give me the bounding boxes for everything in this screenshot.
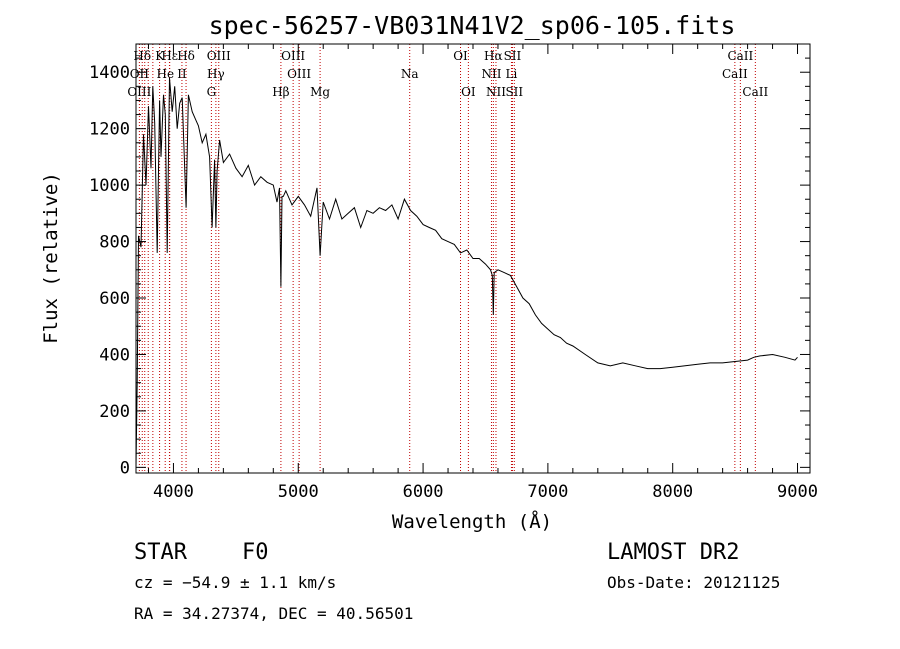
spectral-line-label: Hγ (207, 67, 225, 81)
x-tick-label: 8000 (652, 482, 693, 502)
spectral-line-label: OIII (287, 67, 311, 81)
x-tick-label: 6000 (403, 482, 444, 502)
spectral-line-label: Hβ (272, 85, 289, 99)
spectral-line-label: SII (504, 49, 522, 63)
y-tick-label: 600 (99, 289, 130, 309)
spectral-line-markers (138, 44, 756, 473)
x-tick-label: 5000 (278, 482, 319, 502)
spectral-line-label: NII (486, 85, 506, 99)
y-tick-label: 0 (120, 458, 130, 478)
spectral-line-label: He (157, 67, 175, 81)
spectral-line-label: Hε (161, 49, 178, 63)
spectral-line-label: Hδ (133, 49, 151, 63)
survey-name: LAMOST DR2 (607, 540, 739, 565)
spectral-line-label: NII (481, 67, 501, 81)
spectral-line-label: Hδ (177, 49, 195, 63)
spectral-line-label: OI (461, 85, 476, 99)
x-axis-title: Wavelength (Å) (392, 510, 552, 533)
spectral-line-label: SII (505, 85, 523, 99)
spectral-line-label: OIII (127, 85, 151, 99)
x-axis: 4000 5000 6000 7000 8000 9000 (147, 44, 818, 502)
x-tick-label: 9000 (777, 482, 818, 502)
spectral-line-label: Mg (310, 85, 330, 99)
y-tick-label: 1000 (89, 176, 130, 196)
spectral-line-label: OI (453, 49, 468, 63)
y-tick-label: 1200 (89, 120, 130, 140)
x-tick-label: 7000 (527, 482, 568, 502)
sky-coordinates: RA = 34.27374, DEC = 40.56501 (134, 604, 413, 623)
spectral-line-label: II (177, 67, 187, 81)
spectral-line-label: CaII (742, 85, 768, 99)
x-tick-label: 4000 (153, 482, 194, 502)
y-axis: 0 200 400 600 800 1000 1200 1400 (89, 57, 810, 478)
spectral-line-label: CaII (727, 49, 753, 63)
spectral-line-label: CaII (722, 67, 748, 81)
spectral-line-label: OII (130, 67, 150, 81)
y-axis-title: Flux (relative) (40, 172, 62, 344)
spectral-line-label: OIII (281, 49, 305, 63)
spectral-line-label: OIII (207, 49, 231, 63)
redshift-velocity: cz = −54.9 ± 1.1 km/s (134, 573, 336, 592)
spectral-subclass: F0 (242, 540, 269, 565)
y-tick-label: 1400 (89, 63, 130, 83)
y-tick-label: 200 (99, 402, 130, 422)
spectral-line-label: Hα (484, 49, 503, 63)
spectral-line-label: Li (506, 67, 518, 81)
observation-date: Obs-Date: 20121125 (607, 573, 780, 592)
spectral-line-label: Na (401, 67, 419, 81)
object-class: STAR (134, 540, 188, 565)
y-tick-label: 400 (99, 345, 130, 365)
y-tick-label: 800 (99, 233, 130, 253)
spectrum-series-line (135, 77, 798, 468)
spectral-line-label: G (207, 85, 217, 99)
chart-title: spec-56257-VB031N41V2_sp06-105.fits (209, 11, 736, 40)
spectral-line-label: K (155, 49, 165, 63)
